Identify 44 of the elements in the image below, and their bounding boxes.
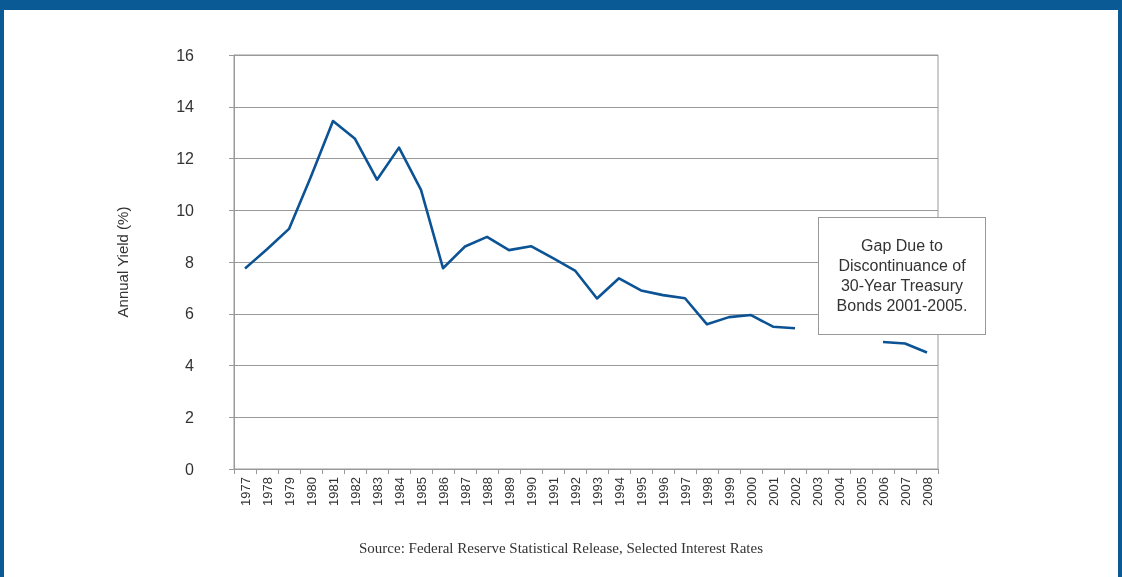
x-tick-label: 1998 (699, 477, 715, 506)
x-tick-label: 1984 (391, 477, 407, 506)
x-tick-label: 2006 (875, 477, 891, 506)
x-tick-label: 2004 (831, 477, 847, 506)
x-tick-label: 2008 (919, 477, 935, 506)
y-tick-label: 0 (185, 460, 195, 478)
x-tick-label: 1995 (633, 477, 649, 506)
x-tick-label: 1999 (721, 477, 737, 506)
source-note: Source: Federal Reserve Statistical Release, Selected Interest Rates (358, 540, 764, 557)
x-tick-label: 2002 (787, 477, 803, 506)
x-tick-label: 1978 (259, 477, 275, 506)
x-tick-label: 1977 (237, 477, 253, 506)
y-tick-label: 12 (176, 150, 195, 167)
y-tick-label: 10 (176, 201, 195, 219)
x-tick-label: 1982 (347, 477, 363, 506)
x-tick-label: 1980 (303, 477, 319, 506)
x-tick-label: 1993 (589, 477, 605, 506)
y-tick-label: 6 (185, 305, 195, 323)
x-tick-label: 1986 (435, 477, 451, 506)
x-tick-label: 1989 (501, 477, 517, 506)
x-tick-label: 1985 (413, 477, 429, 506)
x-tick-label: 1983 (369, 477, 385, 506)
x-tick-label: 1997 (677, 477, 693, 506)
y-tick-label: 16 (176, 46, 195, 64)
x-tick-label: 2003 (809, 477, 825, 506)
y-tick-label: 2 (185, 408, 195, 426)
x-tick-label: 2007 (897, 477, 913, 506)
x-tick-label: 1996 (655, 477, 671, 506)
y-tick-label: 14 (176, 98, 195, 116)
x-tick-label: 2005 (853, 477, 869, 506)
y-tick-label: 8 (185, 253, 195, 271)
x-tick-label: 1981 (325, 477, 341, 506)
x-tick-label: 2000 (743, 477, 759, 506)
x-tick-label: 1988 (479, 477, 495, 506)
callout-box: Gap Due to Discontinuance of 30-Year Treasury Bonds 2001-2005. (818, 217, 986, 335)
x-tick-label: 1987 (457, 477, 473, 506)
x-tick-label: 1990 (523, 477, 539, 506)
x-tick-label: 2001 (765, 477, 781, 506)
x-tick-label: 1992 (567, 477, 583, 506)
x-tick-label: 1991 (545, 477, 561, 506)
x-tick-label: 1994 (611, 477, 627, 506)
y-axis-title: Annual Yield (%) (114, 206, 131, 318)
x-tick-label: 1979 (281, 477, 297, 506)
y-tick-label: 4 (185, 357, 195, 374)
